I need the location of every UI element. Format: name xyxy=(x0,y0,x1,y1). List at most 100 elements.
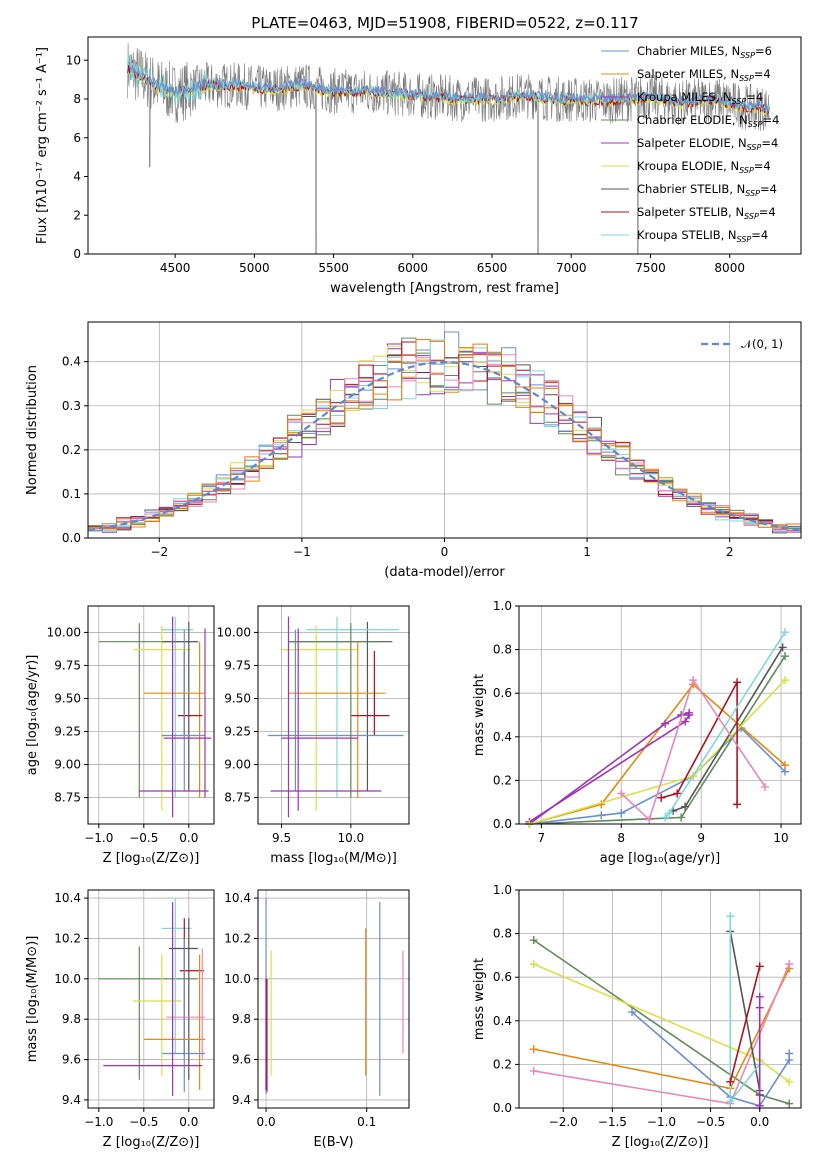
y-axis-label: age [log₁₀(age/yr)] xyxy=(25,655,40,776)
x-tick-label: 0.1 xyxy=(357,1115,376,1129)
histograms xyxy=(88,331,801,534)
axes-frame xyxy=(87,889,215,1109)
series-marker xyxy=(755,1003,764,1012)
y-tick-label: 8.75 xyxy=(224,791,251,805)
x-tick-label: −0.5 xyxy=(129,1115,158,1129)
y-tick-label: 9.75 xyxy=(224,658,251,672)
y-tick-label: 1.0 xyxy=(493,599,512,613)
y-tick-label: 6 xyxy=(73,131,81,145)
x-tick-label: −1.5 xyxy=(598,1115,627,1129)
series-line xyxy=(729,966,761,1082)
y-tick-label: 10.00 xyxy=(217,625,251,639)
x-tick-label: 8 xyxy=(617,831,625,845)
x-axis-label: mass [log₁₀(M/M⊙)] xyxy=(270,851,397,866)
y-tick-label: 0.0 xyxy=(493,817,512,831)
series-marker xyxy=(529,960,538,969)
series-marker xyxy=(677,813,686,822)
y-tick-label: 0.8 xyxy=(493,643,512,657)
x-tick-label: 6000 xyxy=(398,261,429,275)
x-tick-label: 0.0 xyxy=(179,1115,198,1129)
series-marker xyxy=(781,761,790,770)
series-marker xyxy=(726,1077,735,1086)
legend-entry: Salpeter MILES, NSSP=4 xyxy=(637,67,771,83)
x-tick-label: 0.0 xyxy=(179,831,198,845)
y-tick-label: 4 xyxy=(73,170,81,184)
y-axis-label: mass [log₁₀(M/M⊙)] xyxy=(25,936,40,1063)
y-axis-label: mass weight xyxy=(472,958,487,1040)
series-marker xyxy=(617,809,626,818)
x-tick-label: −0.5 xyxy=(696,1115,725,1129)
model-spectrum xyxy=(127,53,770,113)
x-axis-label: Z [log₁₀(Z/Z⊙)] xyxy=(612,1135,709,1150)
y-tick-label: 10.2 xyxy=(54,931,81,945)
x-tick-label: 7000 xyxy=(556,261,587,275)
panel-massweight-vs-Z: −2.0 −1.5 −1.0 −0.5 0.0 0.0 0.2 0.4 0.6 0.8 1.0 Z [… xyxy=(472,883,802,1150)
series-marker xyxy=(627,1008,636,1017)
y-tick-label: 10.2 xyxy=(224,931,251,945)
y-tick-label: 9.4 xyxy=(62,1093,81,1107)
series-marker xyxy=(681,802,690,811)
panel-age-vs-Z: −1.0 −0.5 0.0 8.75 9.00 9.25 9.50 9.75 10.00 Z [l… xyxy=(25,605,215,866)
x-tick-label: 5500 xyxy=(318,261,349,275)
series-line xyxy=(529,679,786,825)
residual-histogram xyxy=(88,339,801,530)
series-marker xyxy=(529,936,538,945)
y-tick-label: 0.6 xyxy=(493,686,512,700)
legend-entry: Chabrier ELODIE, NSSP=4 xyxy=(637,113,779,129)
series-line xyxy=(664,631,786,819)
y-tick-label: 10.0 xyxy=(224,972,251,986)
series-marker xyxy=(689,676,698,685)
series-marker xyxy=(778,643,787,652)
series-marker xyxy=(781,676,790,685)
series-marker xyxy=(673,789,682,798)
legend-entry: Chabrier MILES, NSSP=6 xyxy=(637,44,772,60)
series-marker xyxy=(681,717,690,726)
panel-residuals: 𝒩(0, 1) −2 −1 0 1 2 0.0 0.1 0.2 0.3 0.4 (data-model… xyxy=(25,321,802,580)
series-marker xyxy=(755,962,764,971)
series-marker xyxy=(781,652,790,661)
x-tick-label: 0.0 xyxy=(750,1115,769,1129)
series-marker xyxy=(657,793,666,802)
x-tick-label: 9 xyxy=(697,831,705,845)
x-axis-label: (data-model)/error xyxy=(384,565,505,580)
y-tick-label: 9.4 xyxy=(232,1093,251,1107)
series-marker xyxy=(529,1045,538,1054)
y-tick-label: 9.25 xyxy=(54,725,81,739)
legend-entry: Chabrier STELIB, NSSP=4 xyxy=(637,182,777,198)
y-tick-label: 0.4 xyxy=(493,1014,512,1028)
x-tick-label: −1.0 xyxy=(84,831,113,845)
panel-age-vs-mass: 9.5 10.0 8.75 9.00 9.25 9.50 9.75 10.00 mass [lo… xyxy=(217,605,410,866)
axes-frame xyxy=(257,605,410,825)
y-tick-label: 0 xyxy=(73,247,81,261)
y-tick-label: 9.00 xyxy=(224,758,251,772)
y-tick-label: 0.2 xyxy=(62,443,81,457)
x-tick-label: 10.0 xyxy=(337,831,364,845)
legend-entry: Kroupa STELIB, NSSP=4 xyxy=(637,228,768,244)
x-axis-label: Z [log₁₀(Z/Z⊙)] xyxy=(103,851,200,866)
series-marker xyxy=(617,789,626,798)
y-tick-label: 10.4 xyxy=(54,891,81,905)
y-axis-label: Flux [fλ10⁻¹⁷ erg cm⁻² s⁻¹ A⁻¹] xyxy=(35,47,50,244)
y-tick-label: 0.1 xyxy=(62,487,81,501)
series-marker xyxy=(781,628,790,637)
series-line xyxy=(528,712,690,825)
series-marker xyxy=(785,960,794,969)
series-marker xyxy=(733,678,742,687)
x-tick-label: 0.0 xyxy=(257,1115,276,1129)
axes-frame xyxy=(87,36,802,255)
series-line xyxy=(660,681,738,805)
axes-frame xyxy=(87,605,215,825)
y-tick-label: 10.00 xyxy=(47,625,81,639)
series-line xyxy=(620,678,766,822)
series-line xyxy=(529,726,786,825)
y-tick-label: 10.0 xyxy=(54,972,81,986)
figure-title: PLATE=0463, MJD=51908, FIBERID=0522, z=0… xyxy=(251,14,638,32)
legend-entry: 𝒩(0, 1) xyxy=(741,337,783,351)
legend-entry: Kroupa ELODIE, NSSP=4 xyxy=(637,159,771,175)
y-tick-label: 9.6 xyxy=(62,1053,81,1067)
y-tick-label: 9.50 xyxy=(224,691,251,705)
axes-frame xyxy=(257,889,410,1109)
y-tick-label: 9.25 xyxy=(224,725,251,739)
y-tick-label: 9.50 xyxy=(54,691,81,705)
